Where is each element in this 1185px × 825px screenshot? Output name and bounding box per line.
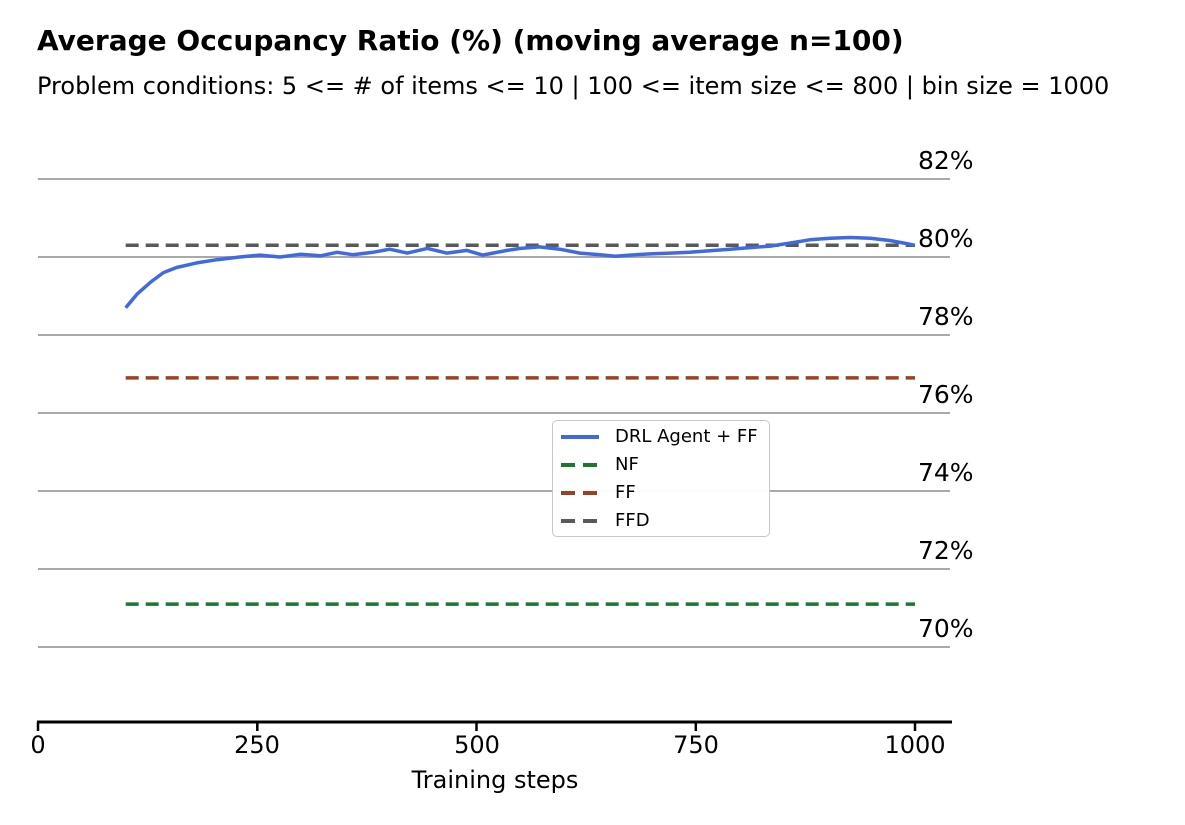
x-tick-label: 500 (454, 731, 500, 759)
x-tick-label: 0 (30, 731, 46, 759)
legend-item: DRL Agent + FF (553, 423, 769, 451)
legend-item: FFD (553, 507, 769, 535)
y-tick-label: 74% (918, 458, 974, 487)
legend-label: DRL Agent + FF (615, 426, 758, 447)
chart-title: Average Occupancy Ratio (%) (moving aver… (37, 24, 904, 57)
y-tick-label: 72% (918, 536, 974, 565)
legend-label: FFD (615, 510, 650, 531)
legend-line-sample (561, 491, 599, 495)
legend-label: NF (615, 454, 639, 475)
y-tick-label: 82% (918, 146, 974, 175)
x-tick-label: 250 (234, 731, 280, 759)
legend-line-sample (561, 435, 599, 439)
y-tick-label: 78% (918, 302, 974, 331)
y-tick-label: 70% (918, 614, 974, 643)
legend-line-sample (561, 519, 599, 523)
y-tick-label: 80% (918, 224, 974, 253)
x-tick-label: 750 (673, 731, 719, 759)
legend: DRL Agent + FF NF FF FFD (552, 420, 770, 537)
x-tick-label: 1000 (884, 731, 946, 759)
legend-label: FF (615, 482, 636, 503)
y-tick-label: 76% (918, 380, 974, 409)
x-axis-title: Training steps (411, 766, 579, 794)
chart-subtitle: Problem conditions: 5 <= # of items <= 1… (37, 72, 1110, 100)
legend-item: FF (553, 479, 769, 507)
legend-item: NF (553, 451, 769, 479)
legend-line-sample (561, 463, 599, 467)
